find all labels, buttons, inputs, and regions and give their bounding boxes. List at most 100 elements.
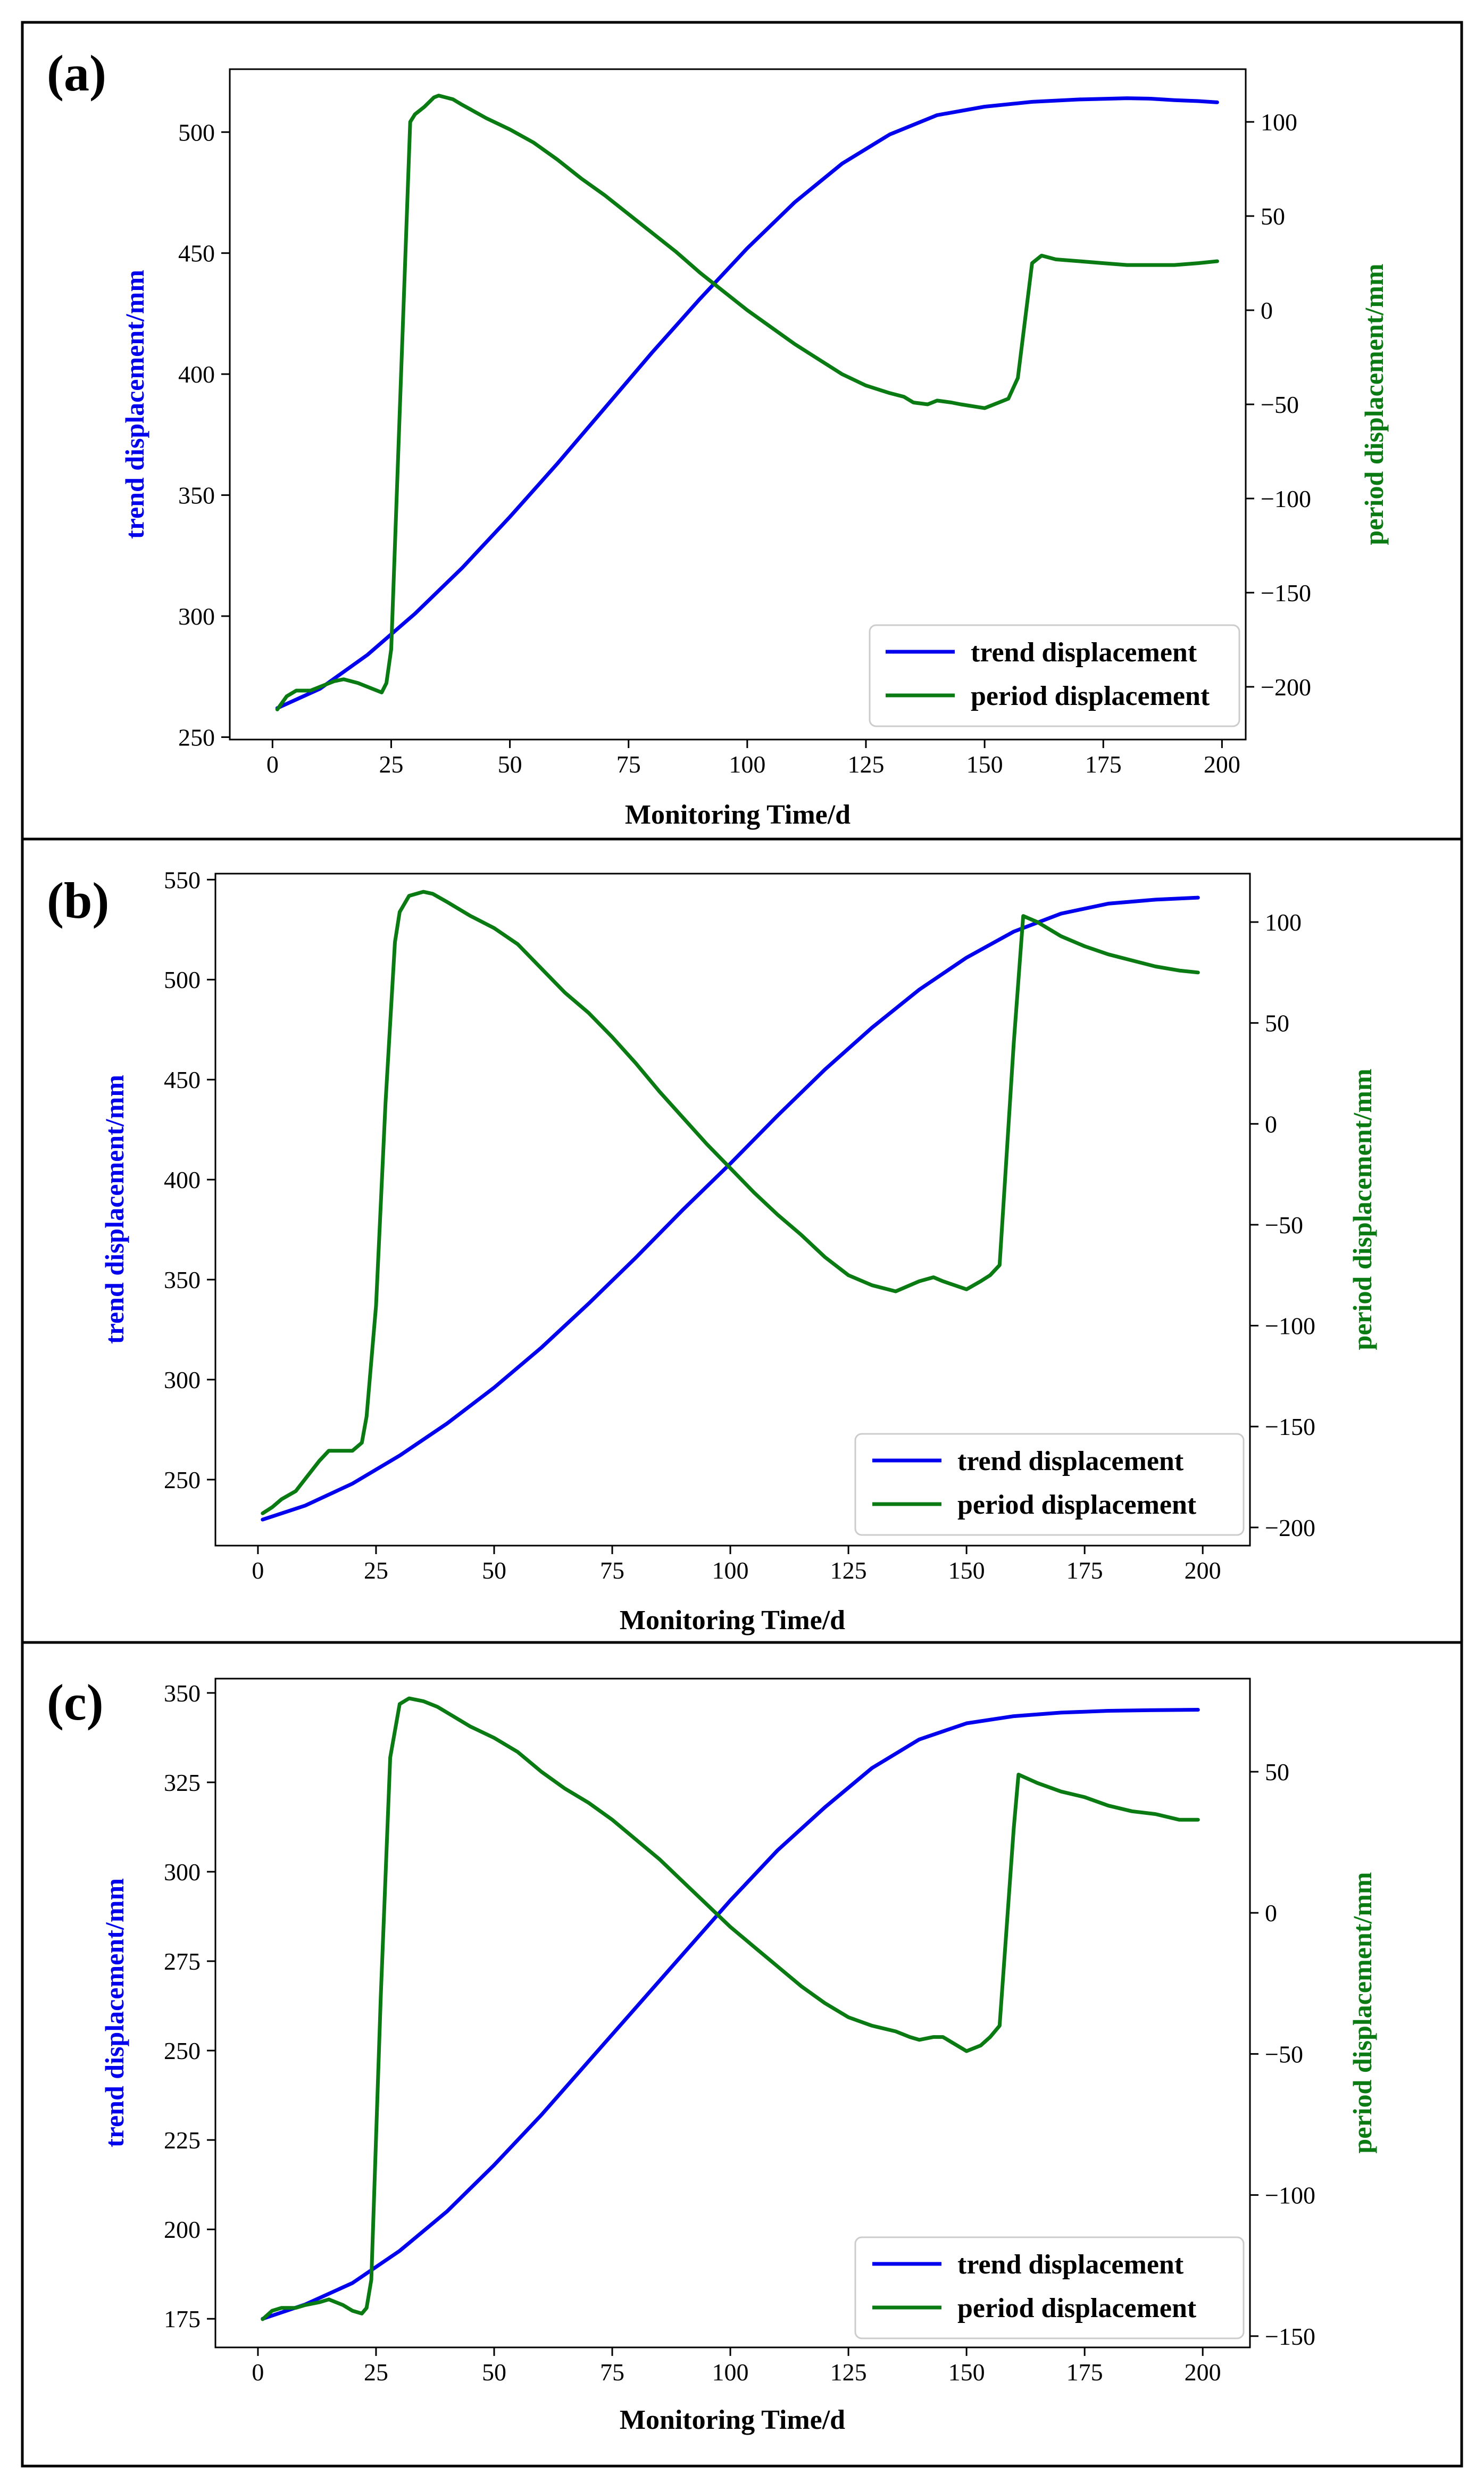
legend-b: trend displacement period displacement xyxy=(854,1433,1245,1536)
x-axis-title-c: Monitoring Time/d xyxy=(620,2405,845,2435)
right-axis-title-c: period displacement/mm xyxy=(1347,1872,1377,2153)
x-tick-label: 200 xyxy=(1185,1557,1221,1584)
left-y-tick-label: 500 xyxy=(178,119,215,146)
right-y-tick-label: −50 xyxy=(1265,1211,1303,1239)
x-tick-label: 75 xyxy=(600,1557,624,1584)
x-tick-label: 75 xyxy=(616,751,641,778)
left-y-tick-label: 450 xyxy=(164,1066,201,1093)
x-tick-label: 0 xyxy=(252,1557,264,1584)
right-axis-title-a: period displacement/mm xyxy=(1359,263,1389,545)
left-axis-title-a: trend displacement/mm xyxy=(120,270,149,539)
left-y-tick-label: 200 xyxy=(164,2216,201,2243)
legend-box xyxy=(869,624,1240,727)
right-y-tick-label: −150 xyxy=(1265,1413,1315,1440)
x-tick-label: 200 xyxy=(1204,751,1240,778)
right-y-tick-label: 0 xyxy=(1265,1110,1277,1138)
legend-box xyxy=(854,2236,1245,2339)
panel-a: (a) 0 25 50 75 100 125 150 175 200 250 300 350 400 45… xyxy=(47,45,1389,830)
right-y-tick-label: −150 xyxy=(1261,579,1311,607)
right-y-tick-label: 0 xyxy=(1265,1899,1277,1927)
left-y-tick-label: 300 xyxy=(164,1858,201,1886)
panel-label-c: (c) xyxy=(47,1674,104,1731)
period-displacement-line xyxy=(261,1696,1200,2321)
right-axis-title-b: period displacement/mm xyxy=(1347,1068,1377,1350)
legend-label-period: period displacement xyxy=(957,2293,1197,2323)
left-y-tick-label: 250 xyxy=(164,1466,201,1493)
legend-label-period: period displacement xyxy=(971,681,1210,711)
plot-area-b: 0 25 50 75 100 125 150 175 200250300350400450500… xyxy=(164,866,1315,1584)
right-y-tick-label: −200 xyxy=(1265,1514,1315,1541)
x-tick-label: 0 xyxy=(252,2359,264,2386)
left-y-tick-label: 300 xyxy=(164,1366,201,1393)
x-tick-label: 100 xyxy=(712,1557,749,1584)
x-tick-label: 50 xyxy=(498,751,522,778)
legend-label-trend: trend displacement xyxy=(971,637,1197,668)
left-y-tick-label: 275 xyxy=(164,1948,201,1975)
left-axis-title-b: trend displacement/mm xyxy=(99,1075,129,1344)
x-tick-label: 150 xyxy=(948,2359,985,2386)
x-axis-title-a: Monitoring Time/d xyxy=(625,800,851,830)
x-axis-title-b: Monitoring Time/d xyxy=(620,1605,845,1636)
left-y-tick-label: 400 xyxy=(178,361,215,388)
right-y-tick-label: −100 xyxy=(1265,1313,1315,1340)
left-y-tick-label: 350 xyxy=(164,1266,201,1293)
legend-label-period: period displacement xyxy=(957,1490,1197,1520)
x-tick-label: 125 xyxy=(830,1557,867,1584)
x-tick-label: 125 xyxy=(830,2359,867,2386)
x-tick-label: 175 xyxy=(1066,1557,1103,1584)
left-y-tick-label: 550 xyxy=(164,866,201,893)
panel-label-b: (b) xyxy=(47,872,109,929)
x-tick-label: 75 xyxy=(600,2359,624,2386)
plot-frame xyxy=(214,1678,1251,2348)
right-y-tick-label: 50 xyxy=(1265,1010,1289,1037)
trend-displacement-line xyxy=(275,96,1219,710)
left-y-tick-label: 300 xyxy=(178,603,215,630)
panel-b: (b) 0 25 50 75 100 125 150 175 200 250 300 350 400 45… xyxy=(47,866,1377,1636)
panel-label-a: (a) xyxy=(47,45,106,102)
legend-a: trend displacement period displacement xyxy=(869,624,1240,727)
left-y-tick-label: 450 xyxy=(178,240,215,267)
right-y-tick-label: 50 xyxy=(1265,1758,1289,1786)
left-y-tick-label: 175 xyxy=(164,2305,201,2333)
x-tick-label: 100 xyxy=(712,2359,749,2386)
left-y-tick-label: 250 xyxy=(178,724,215,751)
legend-box xyxy=(854,1433,1245,1536)
right-y-tick-label: 50 xyxy=(1261,203,1285,230)
period-displacement-line xyxy=(261,890,1200,1515)
right-y-tick-label: −150 xyxy=(1265,2323,1315,2350)
left-y-tick-label: 400 xyxy=(164,1166,201,1193)
legend-label-trend: trend displacement xyxy=(957,2250,1184,2280)
left-y-tick-label: 325 xyxy=(164,1769,201,1796)
x-tick-label: 100 xyxy=(729,751,765,778)
x-tick-label: 50 xyxy=(482,2359,506,2386)
plot-area-c: 0 25 50 75 100 125 150 175 200 175 200 225 250 275 300… xyxy=(164,1678,1315,2386)
left-y-tick-label: 250 xyxy=(164,2037,201,2064)
x-tick-label: 25 xyxy=(379,751,403,778)
right-y-tick-label: −50 xyxy=(1261,391,1299,418)
figure-border xyxy=(21,21,1463,2468)
trend-displacement-line xyxy=(261,895,1200,1522)
left-y-tick-label: 500 xyxy=(164,966,201,993)
left-axis-title-c: trend displacement/mm xyxy=(99,1878,129,2147)
right-y-tick-label: −200 xyxy=(1261,674,1311,701)
right-y-tick-label: 0 xyxy=(1261,297,1273,324)
right-y-tick-label: −100 xyxy=(1261,485,1311,512)
x-tick-label: 50 xyxy=(482,1557,506,1584)
period-displacement-line xyxy=(275,94,1219,711)
left-y-tick-label: 225 xyxy=(164,2127,201,2154)
x-tick-label: 125 xyxy=(847,751,884,778)
plot-area-a: 0 25 50 75 100 125 150 175 200250300350400450500… xyxy=(178,68,1311,778)
left-y-tick-label: 350 xyxy=(164,1680,201,1707)
x-tick-label: 150 xyxy=(966,751,1003,778)
right-y-tick-label: 100 xyxy=(1265,909,1302,936)
x-tick-label: 200 xyxy=(1185,2359,1221,2386)
x-tick-label: 25 xyxy=(364,2359,388,2386)
legend-label-trend: trend displacement xyxy=(957,1446,1184,1476)
x-tick-label: 175 xyxy=(1085,751,1122,778)
left-y-tick-label: 350 xyxy=(178,482,215,509)
legend-c: trend displacement period displacement xyxy=(854,2236,1245,2339)
right-y-tick-label: −50 xyxy=(1265,2040,1303,2068)
x-tick-label: 0 xyxy=(266,751,279,778)
